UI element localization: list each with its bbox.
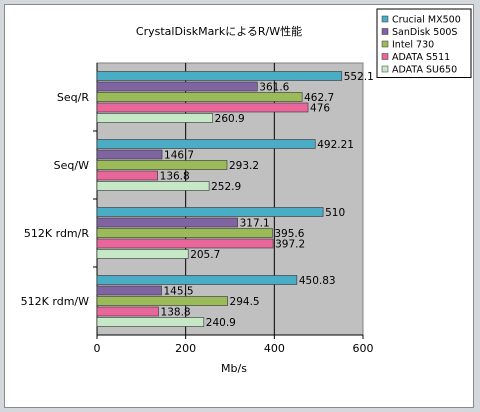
bar-1-4 [96,181,210,191]
legend-swatch-2 [381,40,389,48]
data-label-2-0: 510 [325,207,345,219]
x-tick-label-200: 200 [175,342,196,355]
bar-0-1 [96,81,258,92]
data-label-0-0: 552.1 [344,71,374,83]
data-label-3-0: 450.83 [299,275,336,287]
bar-0-2 [96,92,303,102]
bar-3-1 [96,285,162,296]
data-label-0-4: 260.9 [215,113,245,125]
data-label-1-1: 146.7 [164,150,194,162]
data-label-0-2: 462.7 [304,92,334,104]
legend-swatch-1 [381,28,389,35]
data-label-1-2: 293.2 [229,160,259,172]
legend-label-3: ADATA S511 [392,52,450,63]
category-labels: Seq/R Seq/W 512K rdm/R 512K rdm/W [21,91,90,308]
category-label-0: Seq/R [57,91,89,104]
chart-frame: CrystalDiskMarkによるR/W性能 552.1 361.6 462.7 4… [4,4,474,408]
chart-svg: CrystalDiskMarkによるR/W性能 552.1361.6462.74… [21,8,472,375]
bar-2-0 [96,207,324,217]
data-label-2-4: 205.7 [190,249,220,261]
x-tick-label-400: 400 [264,342,285,355]
legend-label-1: SanDisk 500S [392,27,457,38]
bar-2-1 [96,217,238,228]
bar-3-3 [96,306,159,317]
x-axis-title: Mb/s [221,362,247,375]
data-label-0-3: 476 [310,103,330,115]
data-label-2-3: 397.2 [275,239,305,251]
data-label-2-2: 395.6 [274,228,304,240]
legend-swatch-0 [381,15,389,23]
data-label-1-3: 136.8 [160,171,190,183]
legend-label-2: Intel 730 [392,40,434,51]
data-label-1-0: 492.21 [317,139,354,151]
bar-3-2 [96,296,228,306]
bar-3-4 [96,317,205,327]
legend-swatch-4 [381,65,389,73]
data-label-1-4: 252.9 [211,181,241,193]
chart-title: CrystalDiskMarkによるR/W性能 [136,24,302,38]
bar-0-4 [96,113,213,123]
bar-0-0 [96,71,343,81]
legend-label-4: ADATA SU650 [392,65,457,76]
data-label-3-4: 240.9 [206,317,236,329]
bar-1-0 [96,139,316,149]
legend-label-0: Crucial MX500 [392,15,461,26]
category-label-1: Seq/W [54,159,89,172]
bar-0-3 [96,102,309,113]
data-label-3-3: 138.8 [161,307,191,319]
x-tick-label-0: 0 [94,342,101,355]
x-tick-label-600: 600 [353,342,374,355]
data-label-3-1: 145.5 [164,286,194,298]
category-label-2: 512K rdm/R [24,227,89,240]
category-label-3: 512K rdm/W [21,295,89,308]
bar-1-3 [96,170,158,181]
bar-2-4 [96,249,189,259]
data-label-3-2: 294.5 [230,296,260,308]
legend-box [376,8,472,78]
bar-2-3 [96,238,274,249]
bar-3-0 [96,275,298,285]
data-label-2-1: 317.1 [240,218,270,230]
data-label-0-1: 361.6 [259,82,289,94]
bar-1-1 [96,149,163,160]
bar-1-2 [96,160,228,170]
bar-2-2 [96,228,273,238]
x-ticks: 0 200 400 600 [94,335,374,355]
legend-swatch-3 [381,53,389,60]
